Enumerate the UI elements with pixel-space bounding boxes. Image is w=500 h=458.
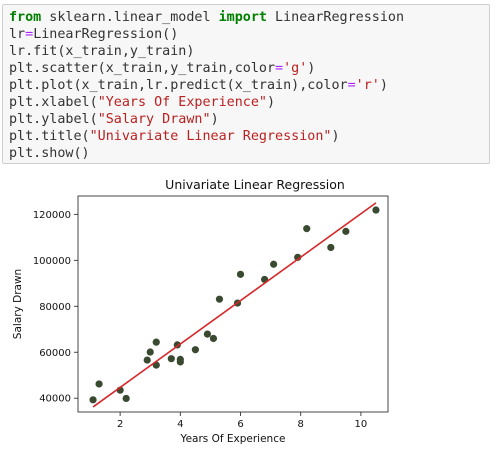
scatter-point (203, 330, 212, 338)
scatter-point (176, 355, 184, 363)
scatter-point (122, 394, 130, 403)
scatter-point (143, 356, 151, 364)
scatter-point (327, 243, 335, 252)
code-line: plt.show() (9, 145, 489, 162)
scatter-point (270, 260, 278, 268)
plot-series (89, 202, 380, 408)
x-tick-label: 4 (177, 419, 183, 430)
scatter-point (146, 348, 154, 356)
code-line: plt.plot(x_train,lr.predict(x_train),col… (9, 77, 489, 94)
x-tick-label: 8 (298, 419, 304, 430)
code-token: ) (267, 95, 276, 110)
code-token: "Salary Drawn" (97, 112, 211, 127)
scatter-point (372, 206, 380, 214)
code-token: ) (331, 129, 340, 144)
code-token: ) (210, 112, 219, 127)
code-token: import (218, 10, 267, 25)
y-tick-label: 80000 (39, 302, 71, 313)
scatter-point (95, 380, 103, 388)
code-line: plt.xlabel("Years Of Experience") (9, 94, 489, 111)
x-axis: 2 4 6 8 10 (117, 412, 367, 430)
scatter-point (236, 270, 245, 278)
scatter-point (215, 295, 224, 303)
y-axis-label: Salary Drawn (12, 269, 24, 339)
code-token: plt.ylabel( (9, 112, 98, 127)
code-token: lr (9, 27, 26, 42)
code-token: = (275, 61, 284, 76)
code-token: ) (307, 61, 316, 76)
code-token: plt.xlabel( (9, 95, 98, 110)
regression-chart: Univariate Linear Regression 2 4 6 8 10 4000… (12, 177, 389, 445)
scatter-point (303, 225, 311, 233)
code-token: 'g' (283, 61, 308, 76)
y-axis: 40000 60000 80000 100000 120000 (33, 210, 78, 405)
code-token: LinearRegression (267, 10, 405, 25)
scatter-point (294, 253, 302, 261)
code-token: "Years Of Experience" (97, 95, 267, 110)
scatter-point (209, 334, 218, 343)
scatter-point (167, 355, 175, 363)
scatter-point (89, 396, 97, 404)
output-area: Univariate Linear Regression 2 4 6 8 10 4000… (0, 170, 500, 454)
y-tick-label: 100000 (33, 256, 71, 267)
code-token: = (347, 78, 356, 93)
code-token: plt.plot(x_train,lr.predict(x_train),col… (9, 78, 348, 93)
code-token: = (25, 27, 34, 42)
code-token: ) (379, 78, 388, 93)
code-token: LinearRegression() (33, 27, 179, 42)
y-tick-label: 40000 (39, 394, 71, 405)
code-line: plt.ylabel("Salary Drawn") (9, 111, 489, 128)
code-token: 'r' (355, 78, 380, 93)
scatter-point (342, 227, 350, 235)
code-line: plt.scatter(x_train,y_train,color='g') (9, 60, 489, 77)
code-token: sklearn.linear_model (41, 10, 219, 25)
y-tick-label: 120000 (33, 210, 71, 221)
scatter-point (191, 346, 199, 354)
chart-title: Univariate Linear Regression (165, 177, 345, 192)
code-line: lr.fit(x_train,y_train) (9, 43, 489, 60)
code-token: plt.title( (9, 129, 90, 144)
code-line: from sklearn.linear_model import LinearR… (9, 9, 489, 26)
regression-line (92, 202, 377, 408)
code-token: "Univariate Linear Regression" (89, 129, 332, 144)
code-editor[interactable]: from sklearn.linear_model import LinearR… (9, 9, 489, 162)
code-token: from (9, 10, 42, 25)
code-line: lr=LinearRegression() (9, 26, 489, 43)
x-tick-label: 2 (117, 419, 123, 430)
code-token: plt.show() (9, 146, 90, 161)
code-line: plt.title("Univariate Linear Regression"… (9, 128, 489, 145)
y-tick-label: 60000 (39, 348, 71, 359)
x-axis-label: Years Of Experience (180, 433, 286, 445)
x-tick-label: 10 (355, 419, 368, 430)
x-tick-label: 6 (237, 419, 243, 430)
code-cell[interactable]: from sklearn.linear_model import LinearR… (2, 4, 490, 164)
code-token: plt.scatter(x_train,y_train,color (9, 61, 276, 76)
code-token: lr.fit(x_train,y_train) (9, 44, 195, 59)
scatter-point (152, 338, 160, 346)
